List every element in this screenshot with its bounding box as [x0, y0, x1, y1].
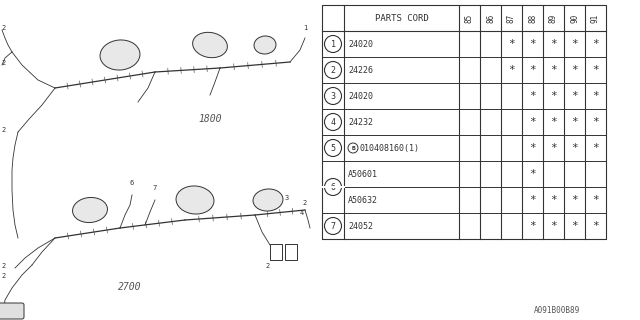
Ellipse shape: [72, 197, 108, 222]
Circle shape: [324, 87, 342, 105]
Text: *: *: [550, 143, 557, 153]
Text: 2: 2: [1, 273, 5, 279]
Ellipse shape: [193, 32, 227, 58]
Text: 1800: 1800: [198, 114, 221, 124]
Circle shape: [324, 61, 342, 78]
Bar: [322, 5, 606, 239]
Text: B: B: [351, 146, 355, 150]
Text: *: *: [529, 91, 536, 101]
Text: *: *: [550, 117, 557, 127]
Text: 2: 2: [1, 127, 5, 133]
Text: *: *: [592, 91, 599, 101]
Text: 6: 6: [330, 182, 335, 191]
Text: *: *: [592, 195, 599, 205]
Text: 24052: 24052: [348, 221, 373, 230]
Text: *: *: [571, 143, 578, 153]
Text: 3: 3: [330, 92, 335, 100]
Text: 7: 7: [152, 185, 156, 191]
Text: 24232: 24232: [348, 117, 373, 126]
Text: *: *: [550, 91, 557, 101]
Ellipse shape: [176, 186, 214, 214]
Ellipse shape: [254, 36, 276, 54]
Text: *: *: [550, 195, 557, 205]
Text: 2: 2: [1, 60, 5, 66]
Text: *: *: [529, 65, 536, 75]
Text: 2700: 2700: [118, 282, 141, 292]
FancyBboxPatch shape: [0, 303, 24, 319]
Ellipse shape: [100, 40, 140, 70]
Text: *: *: [571, 91, 578, 101]
Text: *: *: [508, 65, 515, 75]
Text: *: *: [529, 117, 536, 127]
Text: *: *: [529, 39, 536, 49]
Text: *: *: [592, 65, 599, 75]
Circle shape: [324, 114, 342, 131]
Text: *: *: [529, 195, 536, 205]
Text: 24020: 24020: [348, 39, 373, 49]
Text: 2: 2: [330, 66, 335, 75]
Text: *: *: [529, 221, 536, 231]
Text: 86: 86: [486, 13, 495, 23]
Circle shape: [324, 140, 342, 156]
Text: *: *: [550, 39, 557, 49]
Text: 88: 88: [528, 13, 537, 23]
Text: 89: 89: [549, 13, 558, 23]
Text: 7: 7: [330, 221, 335, 230]
Bar: [270, 244, 282, 260]
Text: 90: 90: [570, 13, 579, 23]
Text: 6: 6: [130, 180, 134, 186]
Text: 2: 2: [265, 263, 269, 269]
Text: A50632: A50632: [348, 196, 378, 204]
Text: PARTS CORD: PARTS CORD: [374, 13, 428, 22]
Circle shape: [348, 143, 358, 153]
Text: *: *: [550, 221, 557, 231]
Text: *: *: [592, 39, 599, 49]
Text: 2: 2: [1, 263, 5, 269]
Text: 4: 4: [300, 210, 304, 216]
Text: *: *: [592, 221, 599, 231]
Text: 24226: 24226: [348, 66, 373, 75]
Text: 85: 85: [465, 13, 474, 23]
Text: *: *: [529, 143, 536, 153]
Text: 3: 3: [285, 195, 289, 201]
Circle shape: [324, 179, 342, 196]
Text: 1: 1: [303, 25, 307, 31]
Text: *: *: [571, 117, 578, 127]
Circle shape: [324, 36, 342, 52]
Text: 2: 2: [1, 25, 5, 31]
Text: *: *: [571, 221, 578, 231]
Text: 010408160(1): 010408160(1): [360, 143, 420, 153]
Text: *: *: [592, 117, 599, 127]
Text: 91: 91: [591, 13, 600, 23]
Text: *: *: [571, 195, 578, 205]
Text: *: *: [508, 39, 515, 49]
Circle shape: [324, 218, 342, 235]
Text: *: *: [571, 39, 578, 49]
Text: 5: 5: [330, 143, 335, 153]
Ellipse shape: [253, 189, 283, 211]
Text: 2: 2: [302, 200, 307, 206]
Text: *: *: [571, 65, 578, 75]
Text: 87: 87: [507, 13, 516, 23]
Text: A091B00B89: A091B00B89: [534, 306, 580, 315]
Text: *: *: [550, 65, 557, 75]
Text: *: *: [592, 143, 599, 153]
Text: 1: 1: [330, 39, 335, 49]
Bar: [285, 244, 297, 260]
Text: 4: 4: [330, 117, 335, 126]
Text: 24020: 24020: [348, 92, 373, 100]
Text: A50601: A50601: [348, 170, 378, 179]
Text: *: *: [529, 169, 536, 179]
